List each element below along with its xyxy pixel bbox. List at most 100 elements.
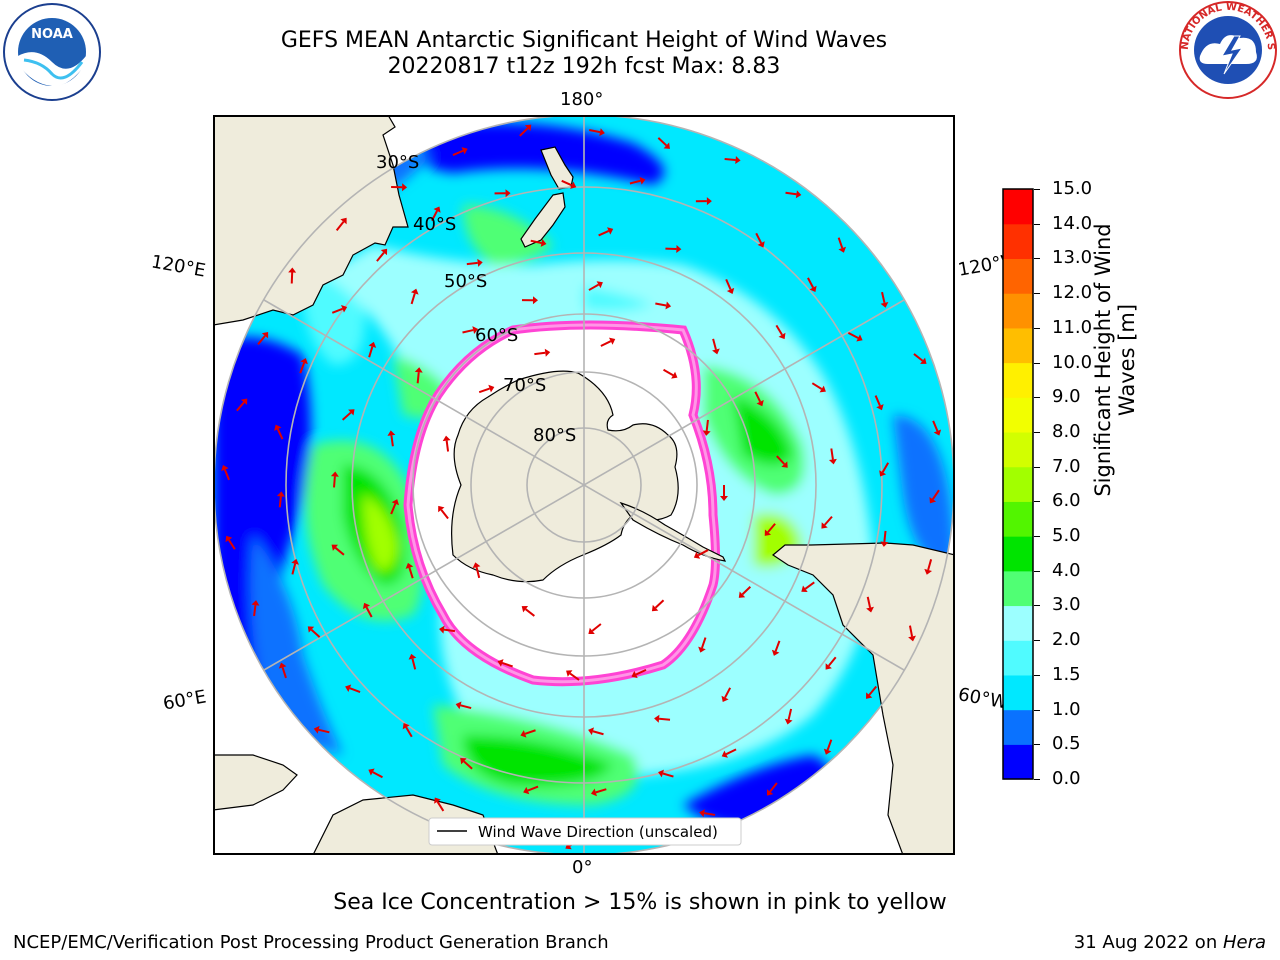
lat-label-80s: 80°S [533, 425, 577, 446]
colorbar-label: Significant Height of Wind Waves [m] [1091, 223, 1139, 496]
wave-arrow-head [778, 332, 786, 340]
wave-arrow [881, 462, 890, 473]
wave-arrow [927, 559, 933, 571]
wave-arrow-head [497, 659, 504, 667]
wave-arrow [368, 346, 374, 358]
colorbar-tick [1034, 605, 1040, 607]
footer-date-text: 31 Aug 2022 on [1073, 932, 1223, 953]
wave-arrow-head [929, 497, 937, 504]
wave-arrow [443, 628, 456, 633]
wave-arrow-head [721, 695, 729, 702]
wave-arrow-head [402, 183, 408, 192]
wave-arrow [655, 302, 667, 307]
wave-arrow [932, 420, 939, 432]
wave-arrow [826, 739, 833, 751]
wave-arrow-head [524, 124, 532, 132]
colorbar-tick-label: 13.0 [1052, 247, 1093, 269]
colorbar-bin [1003, 605, 1033, 641]
wave-arrow [600, 340, 612, 347]
wave-arrow [445, 440, 450, 452]
colorbar-tick-label: 14.0 [1052, 212, 1093, 234]
lon-label-0: 0° [572, 857, 593, 878]
wave-arrow [475, 566, 481, 579]
wave-arrow [276, 428, 284, 440]
wave-direction-legend: Wind Wave Direction (unscaled) [428, 817, 742, 846]
colorbar-tick [1034, 536, 1040, 538]
colorbar-bin [1003, 501, 1033, 537]
wave-arrow [704, 812, 716, 816]
wave-arrow [253, 605, 257, 617]
wave-arrow [769, 782, 778, 793]
colorbar-bin [1003, 327, 1033, 364]
wave-arrow [830, 448, 834, 460]
wave-arrow [390, 503, 397, 515]
lon-label-60w: 60°W [956, 684, 1006, 713]
colorbar-tick-label: 7.0 [1052, 455, 1081, 477]
wave-arrow-head [721, 750, 728, 758]
wave-arrow-head [472, 562, 481, 569]
wave-arrow-head [521, 606, 529, 613]
wave-arrow [463, 760, 473, 770]
wave-arrow-head [663, 142, 670, 149]
wave-arrow [705, 419, 709, 431]
wave-arrow-head [757, 241, 765, 248]
wave-arrow-head [639, 176, 646, 185]
wave-arrow [257, 335, 266, 346]
wave-arrow-head [712, 348, 720, 355]
wave-arrow-head [801, 585, 808, 593]
graticule [214, 116, 954, 854]
wave-arrow [874, 395, 881, 407]
colorbar-bin [1003, 744, 1033, 780]
wave-arrow-head [472, 326, 479, 334]
wave-arrow-head [313, 725, 320, 734]
wave-arrow [724, 687, 732, 699]
wave-arrow [372, 771, 383, 779]
wave-arrow [534, 351, 546, 356]
wave-arrow-head [331, 544, 338, 551]
wave-arrow [881, 291, 886, 304]
colorbar-tick [1034, 779, 1040, 780]
colorbar-bin [1003, 431, 1033, 468]
colorbar-tick [1034, 223, 1040, 225]
colorbar-bin [1003, 293, 1033, 329]
wave-arrow-head [362, 602, 371, 610]
colorbar-tick [1034, 258, 1040, 260]
colorbar-tick [1034, 674, 1040, 676]
wave-arrow-head [368, 768, 375, 776]
wave-arrow-head [410, 288, 419, 295]
wave-arrow-head [671, 371, 678, 379]
wave-arrow [281, 667, 287, 679]
wave-arrow [440, 509, 449, 520]
polar-map: Wind Wave Direction (unscaled) [213, 115, 955, 855]
colorbar-tick-label: 12.0 [1052, 282, 1093, 304]
wave-arrow [866, 596, 872, 608]
wave-arrow [701, 637, 707, 649]
footer-date: 31 Aug 2022 on Hera [1074, 932, 1266, 953]
wave-arrow [837, 237, 844, 249]
wave-arrow [598, 230, 610, 237]
wave-arrow [223, 469, 230, 481]
wave-arrow-head [720, 496, 728, 501]
wave-arrow [724, 158, 736, 162]
wave-arrow-head [368, 341, 377, 348]
wave-arrow-head [933, 429, 942, 436]
footer-machine: Hera [1222, 932, 1266, 953]
wave-arrow [501, 661, 513, 668]
wave-arrow-head [540, 239, 547, 247]
wave-arrow-head [693, 551, 701, 559]
wave-arrow-head [879, 470, 887, 477]
wave-arrow-head [442, 435, 451, 442]
wave-arrow-head [676, 245, 682, 254]
lat-label-70s: 70°S [503, 375, 547, 396]
wave-arrow-head [387, 430, 396, 436]
lat-label-40s: 40°S [413, 214, 457, 235]
wave-arrow-head [225, 535, 233, 543]
wave-arrow-head [588, 727, 594, 736]
wave-arrow [416, 372, 420, 384]
wave-arrow [349, 687, 361, 694]
wave-arrow-head [756, 399, 764, 407]
wave-arrow-head [631, 670, 638, 679]
colorbar-tick-label: 3.0 [1052, 594, 1081, 616]
colorbar-tick [1034, 397, 1040, 399]
colorbar-tick-label: 4.0 [1052, 559, 1081, 581]
